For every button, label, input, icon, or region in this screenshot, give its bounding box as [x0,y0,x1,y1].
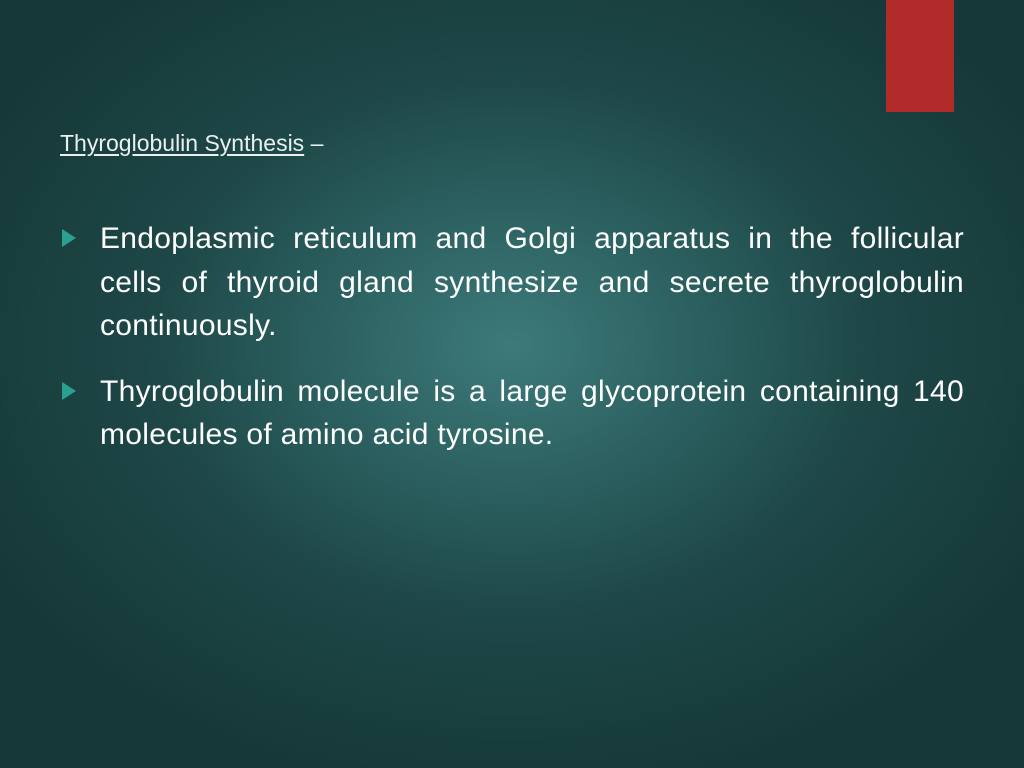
title-underlined-text: Thyroglobulin Synthesis [60,130,304,156]
accent-bar [886,0,954,112]
list-item: Thyroglobulin molecule is a large glycop… [100,370,964,457]
slide-body: Thyroglobulin Synthesis – Endoplasmic re… [0,0,1024,457]
bullet-list: Endoplasmic reticulum and Golgi apparatu… [60,217,964,457]
list-item: Endoplasmic reticulum and Golgi apparatu… [100,217,964,348]
title-suffix: – [304,130,323,156]
slide-title: Thyroglobulin Synthesis – [60,130,964,157]
